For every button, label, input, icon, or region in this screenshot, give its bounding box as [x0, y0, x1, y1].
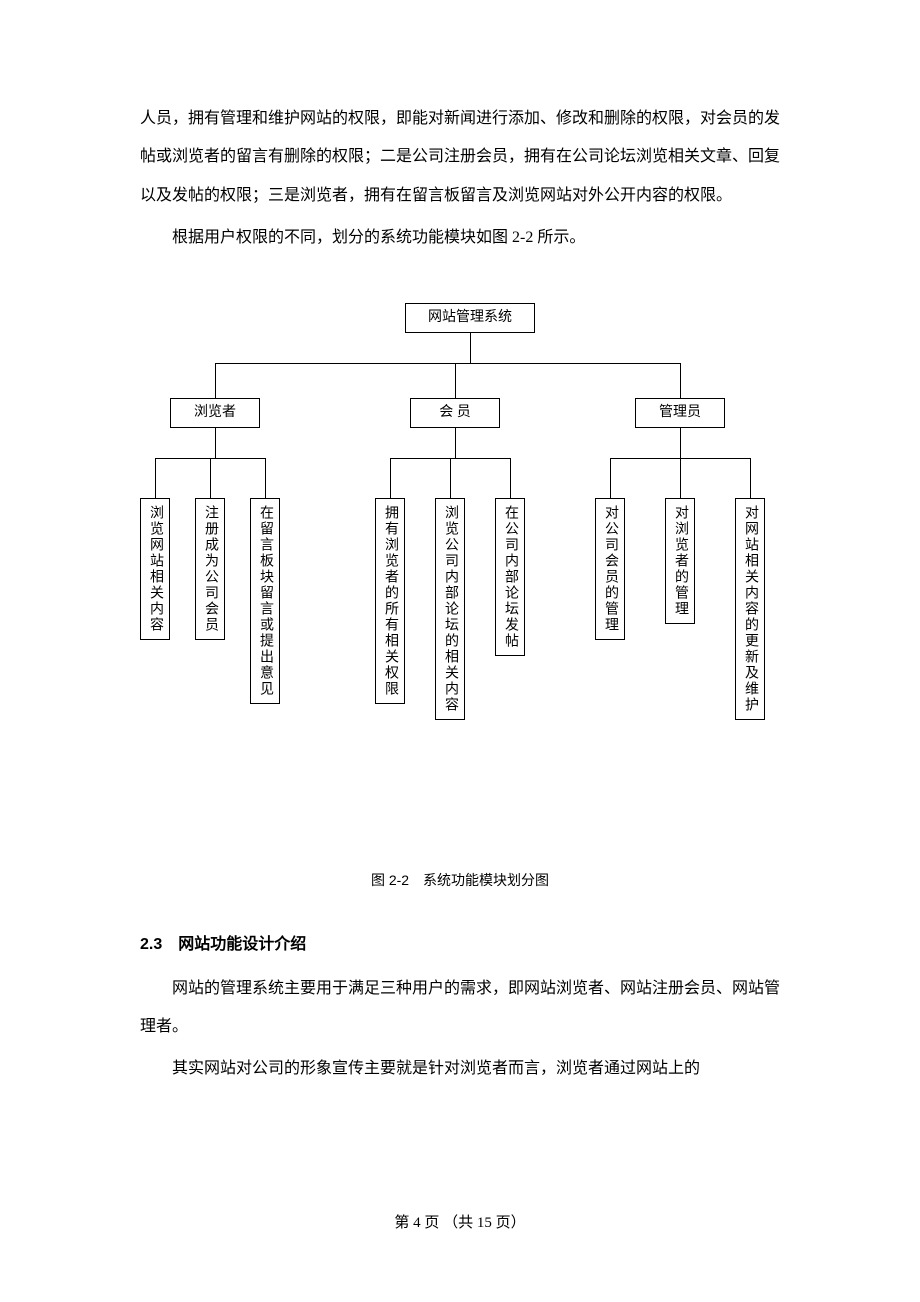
page-body: 人员，拥有管理和维护网站的权限，即能对新闻进行添加、修改和删除的权限，对会员的发… — [0, 0, 920, 1089]
leaf-post-forum: 在公司内部论坛发帖 — [495, 498, 525, 656]
leaf-manage-viewer: 对浏览者的管理 — [665, 498, 695, 624]
figure-caption: 图 2-2 系统功能模块划分图 — [140, 870, 780, 890]
connector — [510, 458, 511, 498]
leaf-browse-content: 浏览网站相关内容 — [140, 498, 170, 640]
connector — [210, 458, 211, 498]
connector — [455, 363, 456, 398]
leaf-register: 注册成为公司会员 — [195, 498, 225, 640]
node-admin: 管理员 — [635, 398, 725, 428]
section-heading-2-3: 2.3 网站功能设计介绍 — [140, 930, 780, 954]
connector — [215, 363, 680, 364]
connector — [680, 458, 681, 498]
node-viewer: 浏览者 — [170, 398, 260, 428]
paragraph-2: 根据用户权限的不同，划分的系统功能模块如图 2-2 所示。 — [140, 219, 780, 257]
connector — [610, 458, 611, 498]
connector — [750, 458, 751, 498]
diagram-container: 网站管理系统 浏览者 会 员 管理员 — [140, 298, 780, 858]
connector — [215, 428, 216, 458]
leaf-browse-forum: 浏览公司内部论坛的相关内容 — [435, 498, 465, 720]
paragraph-1: 人员，拥有管理和维护网站的权限，即能对新闻进行添加、修改和删除的权限，对会员的发… — [140, 100, 780, 215]
connector — [680, 363, 681, 398]
connector — [215, 363, 216, 398]
connector — [455, 428, 456, 458]
leaf-manage-member: 对公司会员的管理 — [595, 498, 625, 640]
paragraph-3: 网站的管理系统主要用于满足三种用户的需求，即网站浏览者、网站注册会员、网站管理者… — [140, 970, 780, 1047]
leaf-update-site: 对网站相关内容的更新及维护 — [735, 498, 765, 720]
page-footer: 第 4 页 （共 15 页） — [0, 1211, 920, 1232]
connector — [390, 458, 391, 498]
connector — [155, 458, 156, 498]
leaf-message: 在留言板块留言或提出意见 — [250, 498, 280, 704]
connector — [450, 458, 451, 498]
node-member: 会 员 — [410, 398, 500, 428]
leaf-all-viewer-perm: 拥有浏览者的所有相关权限 — [375, 498, 405, 704]
node-root: 网站管理系统 — [405, 303, 535, 333]
connector — [470, 333, 471, 363]
paragraph-4: 其实网站对公司的形象宣传主要就是针对浏览者而言，浏览者通过网站上的 — [140, 1050, 780, 1088]
connector — [680, 428, 681, 458]
hierarchy-diagram: 网站管理系统 浏览者 会 员 管理员 — [140, 298, 780, 858]
connector — [265, 458, 266, 498]
